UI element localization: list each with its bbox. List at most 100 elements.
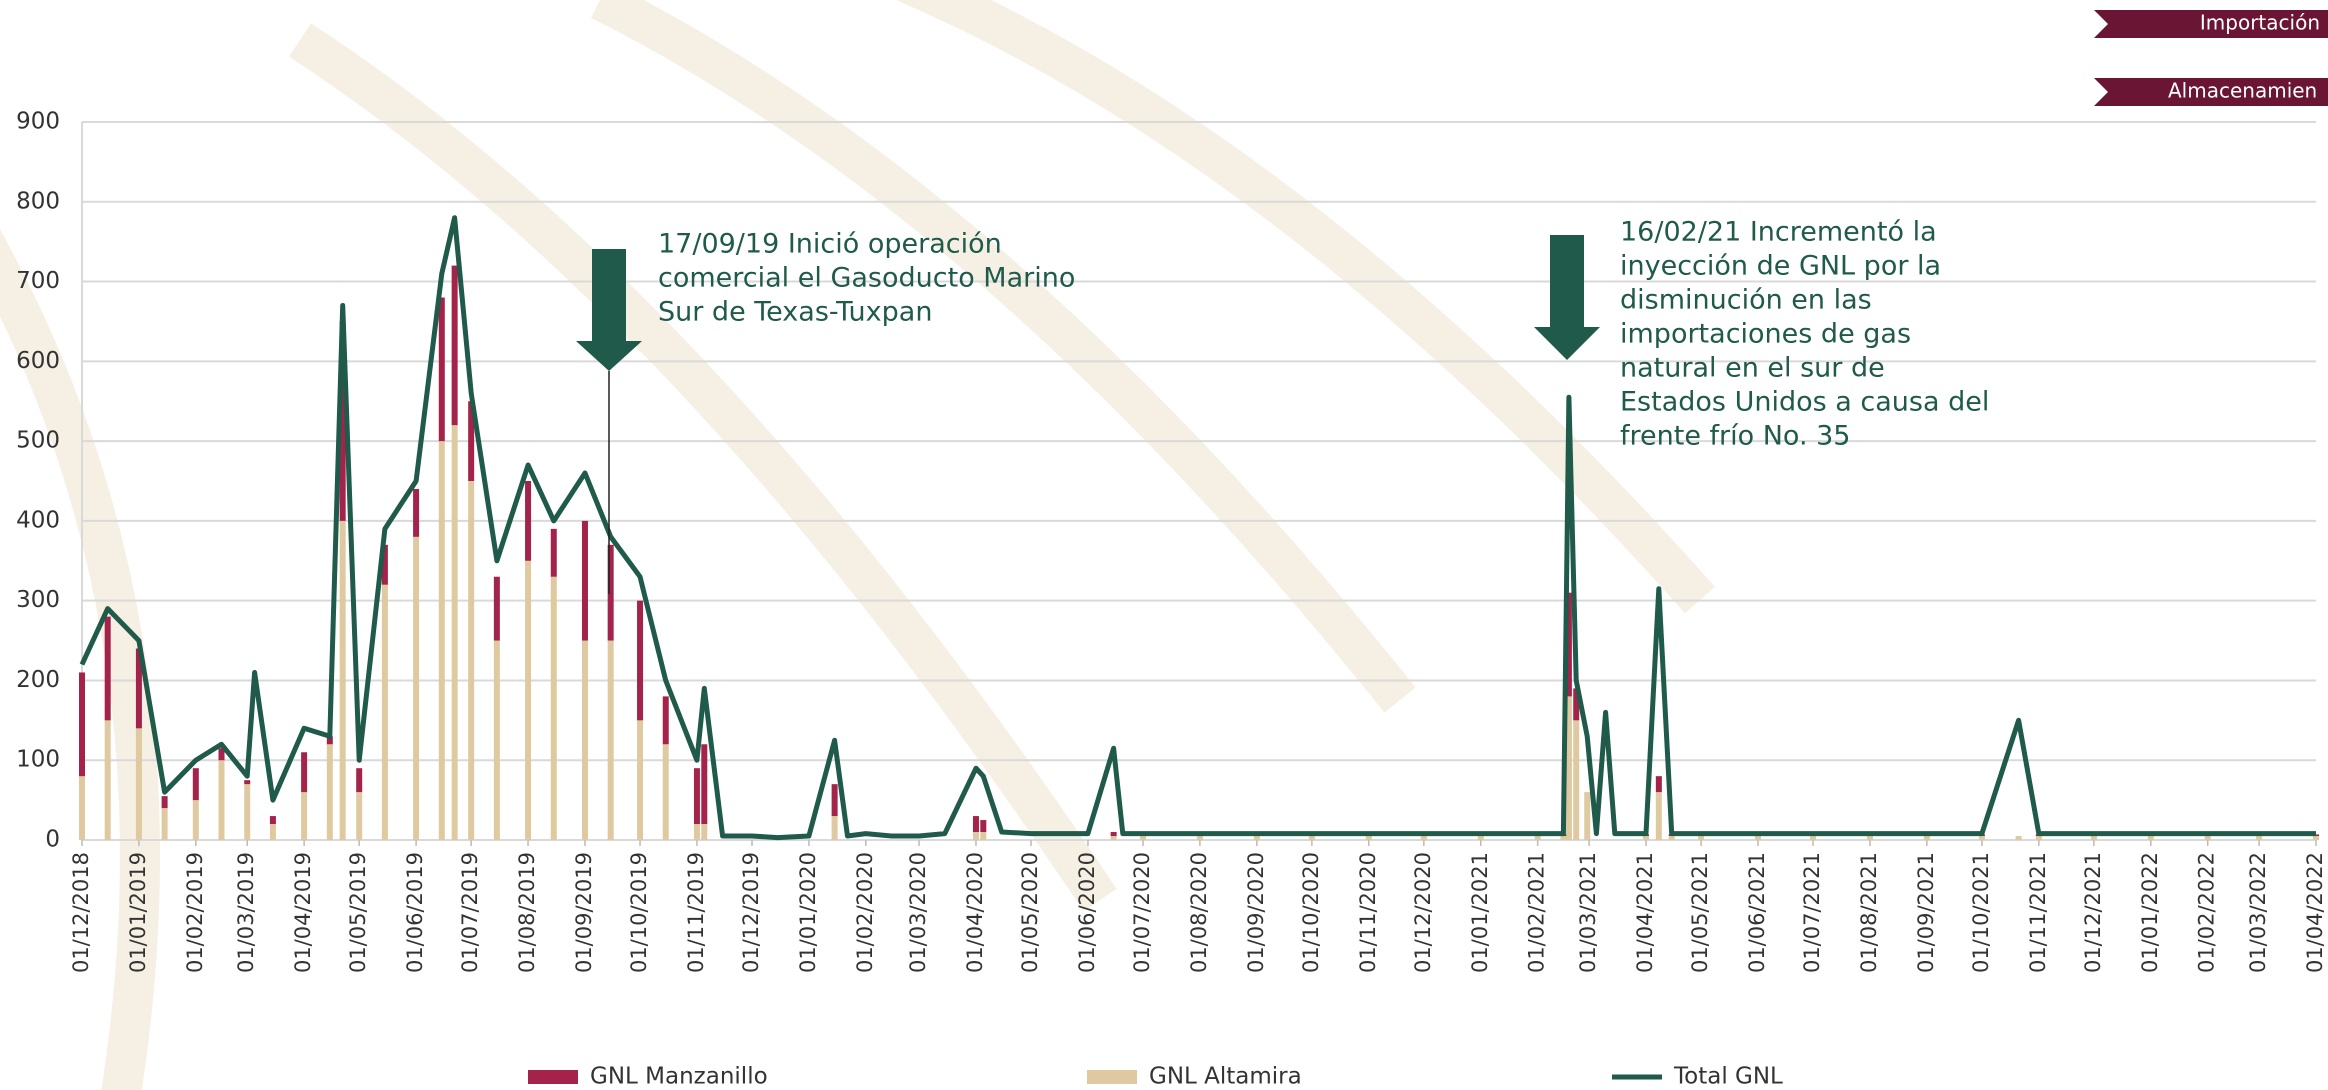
bar: [1110, 832, 1117, 837]
bar: [581, 640, 588, 840]
bar: [1140, 836, 1147, 840]
bar: [1655, 792, 1662, 840]
annotation: comercial el Gasoducto Marino: [658, 263, 1075, 294]
bar: [2147, 836, 2154, 840]
y-tick-label: 300: [16, 587, 60, 613]
bar: [244, 780, 251, 785]
x-tick-label: 01/04/2022: [2303, 852, 2327, 973]
legend-swatch: [1087, 1070, 1137, 1084]
bar: [2090, 836, 2097, 840]
x-tick-label: 01/07/2021: [1800, 852, 1824, 973]
x-tick-label: 01/09/2021: [1914, 852, 1938, 973]
x-tick-label: 01/07/2019: [458, 852, 482, 973]
x-tick-label: 01/11/2021: [2026, 852, 2050, 973]
x-tick-label: 01/08/2019: [515, 852, 539, 973]
legend-label: GNL Manzanillo: [590, 1064, 768, 1090]
bar: [1573, 720, 1580, 840]
y-tick-label: 900: [16, 109, 60, 135]
bar: [1253, 836, 1260, 840]
arrow: [576, 249, 642, 371]
nav-button[interactable]: [2094, 78, 2328, 106]
x-tick-label: 01/09/2019: [572, 852, 596, 973]
x-tick-label: 01/11/2020: [1356, 852, 1380, 973]
bar: [79, 672, 85, 777]
bar: [1534, 836, 1541, 840]
x-tick-label: 01/09/2020: [1244, 852, 1268, 973]
x-tick-label: 01/03/2022: [2246, 852, 2270, 973]
bar: [79, 776, 85, 840]
bar: [1668, 836, 1675, 840]
x-tick-label: 01/04/2019: [291, 852, 315, 973]
y-tick-label: 0: [45, 827, 60, 853]
x-tick-label: 01/07/2020: [1130, 852, 1154, 973]
nav-button[interactable]: [2094, 10, 2328, 38]
nav-label[interactable]: Importación: [2200, 11, 2320, 35]
nav-label[interactable]: Almacenamien: [2168, 79, 2317, 103]
bar: [161, 796, 168, 809]
bar: [218, 760, 225, 840]
bar: [525, 481, 532, 561]
bar: [701, 824, 708, 840]
x-tick-label: 01/04/2021: [1633, 852, 1657, 973]
bar: [581, 520, 588, 641]
x-tick-label: 01/06/2020: [1075, 852, 1099, 973]
bar: [413, 488, 420, 537]
x-tick-label: 01/12/2020: [1411, 852, 1435, 973]
bar: [135, 728, 142, 840]
x-tick-label: 01/06/2019: [403, 852, 427, 973]
bar: [637, 600, 644, 721]
bar: [1420, 836, 1427, 840]
x-tick-label: 01/01/2021: [1468, 852, 1492, 973]
bar: [1642, 836, 1649, 840]
legend-label: Total GNL: [1673, 1064, 1783, 1090]
y-tick-label: 600: [16, 348, 60, 374]
bar: [1110, 836, 1117, 840]
bar: [550, 528, 557, 577]
bar: [104, 616, 111, 721]
annotation: 16/02/21 Incrementó la: [1620, 217, 1937, 248]
bar: [662, 744, 669, 840]
bar: [550, 576, 557, 840]
x-tick-label: 01/04/2020: [963, 852, 987, 973]
x-tick-label: 01/01/2020: [796, 852, 820, 973]
annotation: inyección de GNL por la: [1620, 251, 1941, 282]
x-tick-label: 01/03/2019: [234, 852, 258, 973]
bar: [1655, 776, 1662, 793]
nav-buttons: Importación Almacenamien: [2094, 10, 2328, 106]
bar: [339, 520, 346, 840]
bar: [693, 824, 700, 840]
x-tick-label: 01/06/2021: [1745, 852, 1769, 973]
annotation: importaciones de gas: [1620, 319, 1911, 350]
bar: [1565, 592, 1572, 697]
bar: [104, 720, 111, 840]
arrow: [1534, 235, 1600, 360]
x-tick-label: 01/12/2021: [2081, 852, 2105, 973]
bar: [972, 816, 979, 833]
bar: [637, 720, 644, 840]
background-emblem: [0, 0, 1715, 1090]
bar: [1196, 836, 1203, 840]
annotation: Sur de Texas-Tuxpan: [658, 297, 932, 328]
bar: [525, 560, 532, 840]
bar: [468, 401, 475, 481]
x-tick-label: 01/10/2021: [1969, 852, 1993, 973]
bar: [1365, 836, 1372, 840]
bar: [2015, 836, 2022, 840]
bar: [468, 481, 475, 840]
bar: [607, 544, 614, 641]
bar: [301, 752, 308, 793]
bar: [381, 544, 388, 585]
bar: [972, 832, 979, 840]
x-tick-label: 01/08/2021: [1857, 852, 1881, 973]
x-tick-label: 01/11/2019: [684, 852, 708, 973]
bar: [339, 321, 346, 521]
bar: [451, 265, 458, 426]
bar: [662, 696, 669, 745]
bar: [326, 744, 333, 840]
annotation: disminución en las: [1620, 285, 1872, 316]
bar: [301, 792, 308, 840]
x-tick-label: 01/03/2020: [906, 852, 930, 973]
bar: [451, 425, 458, 840]
